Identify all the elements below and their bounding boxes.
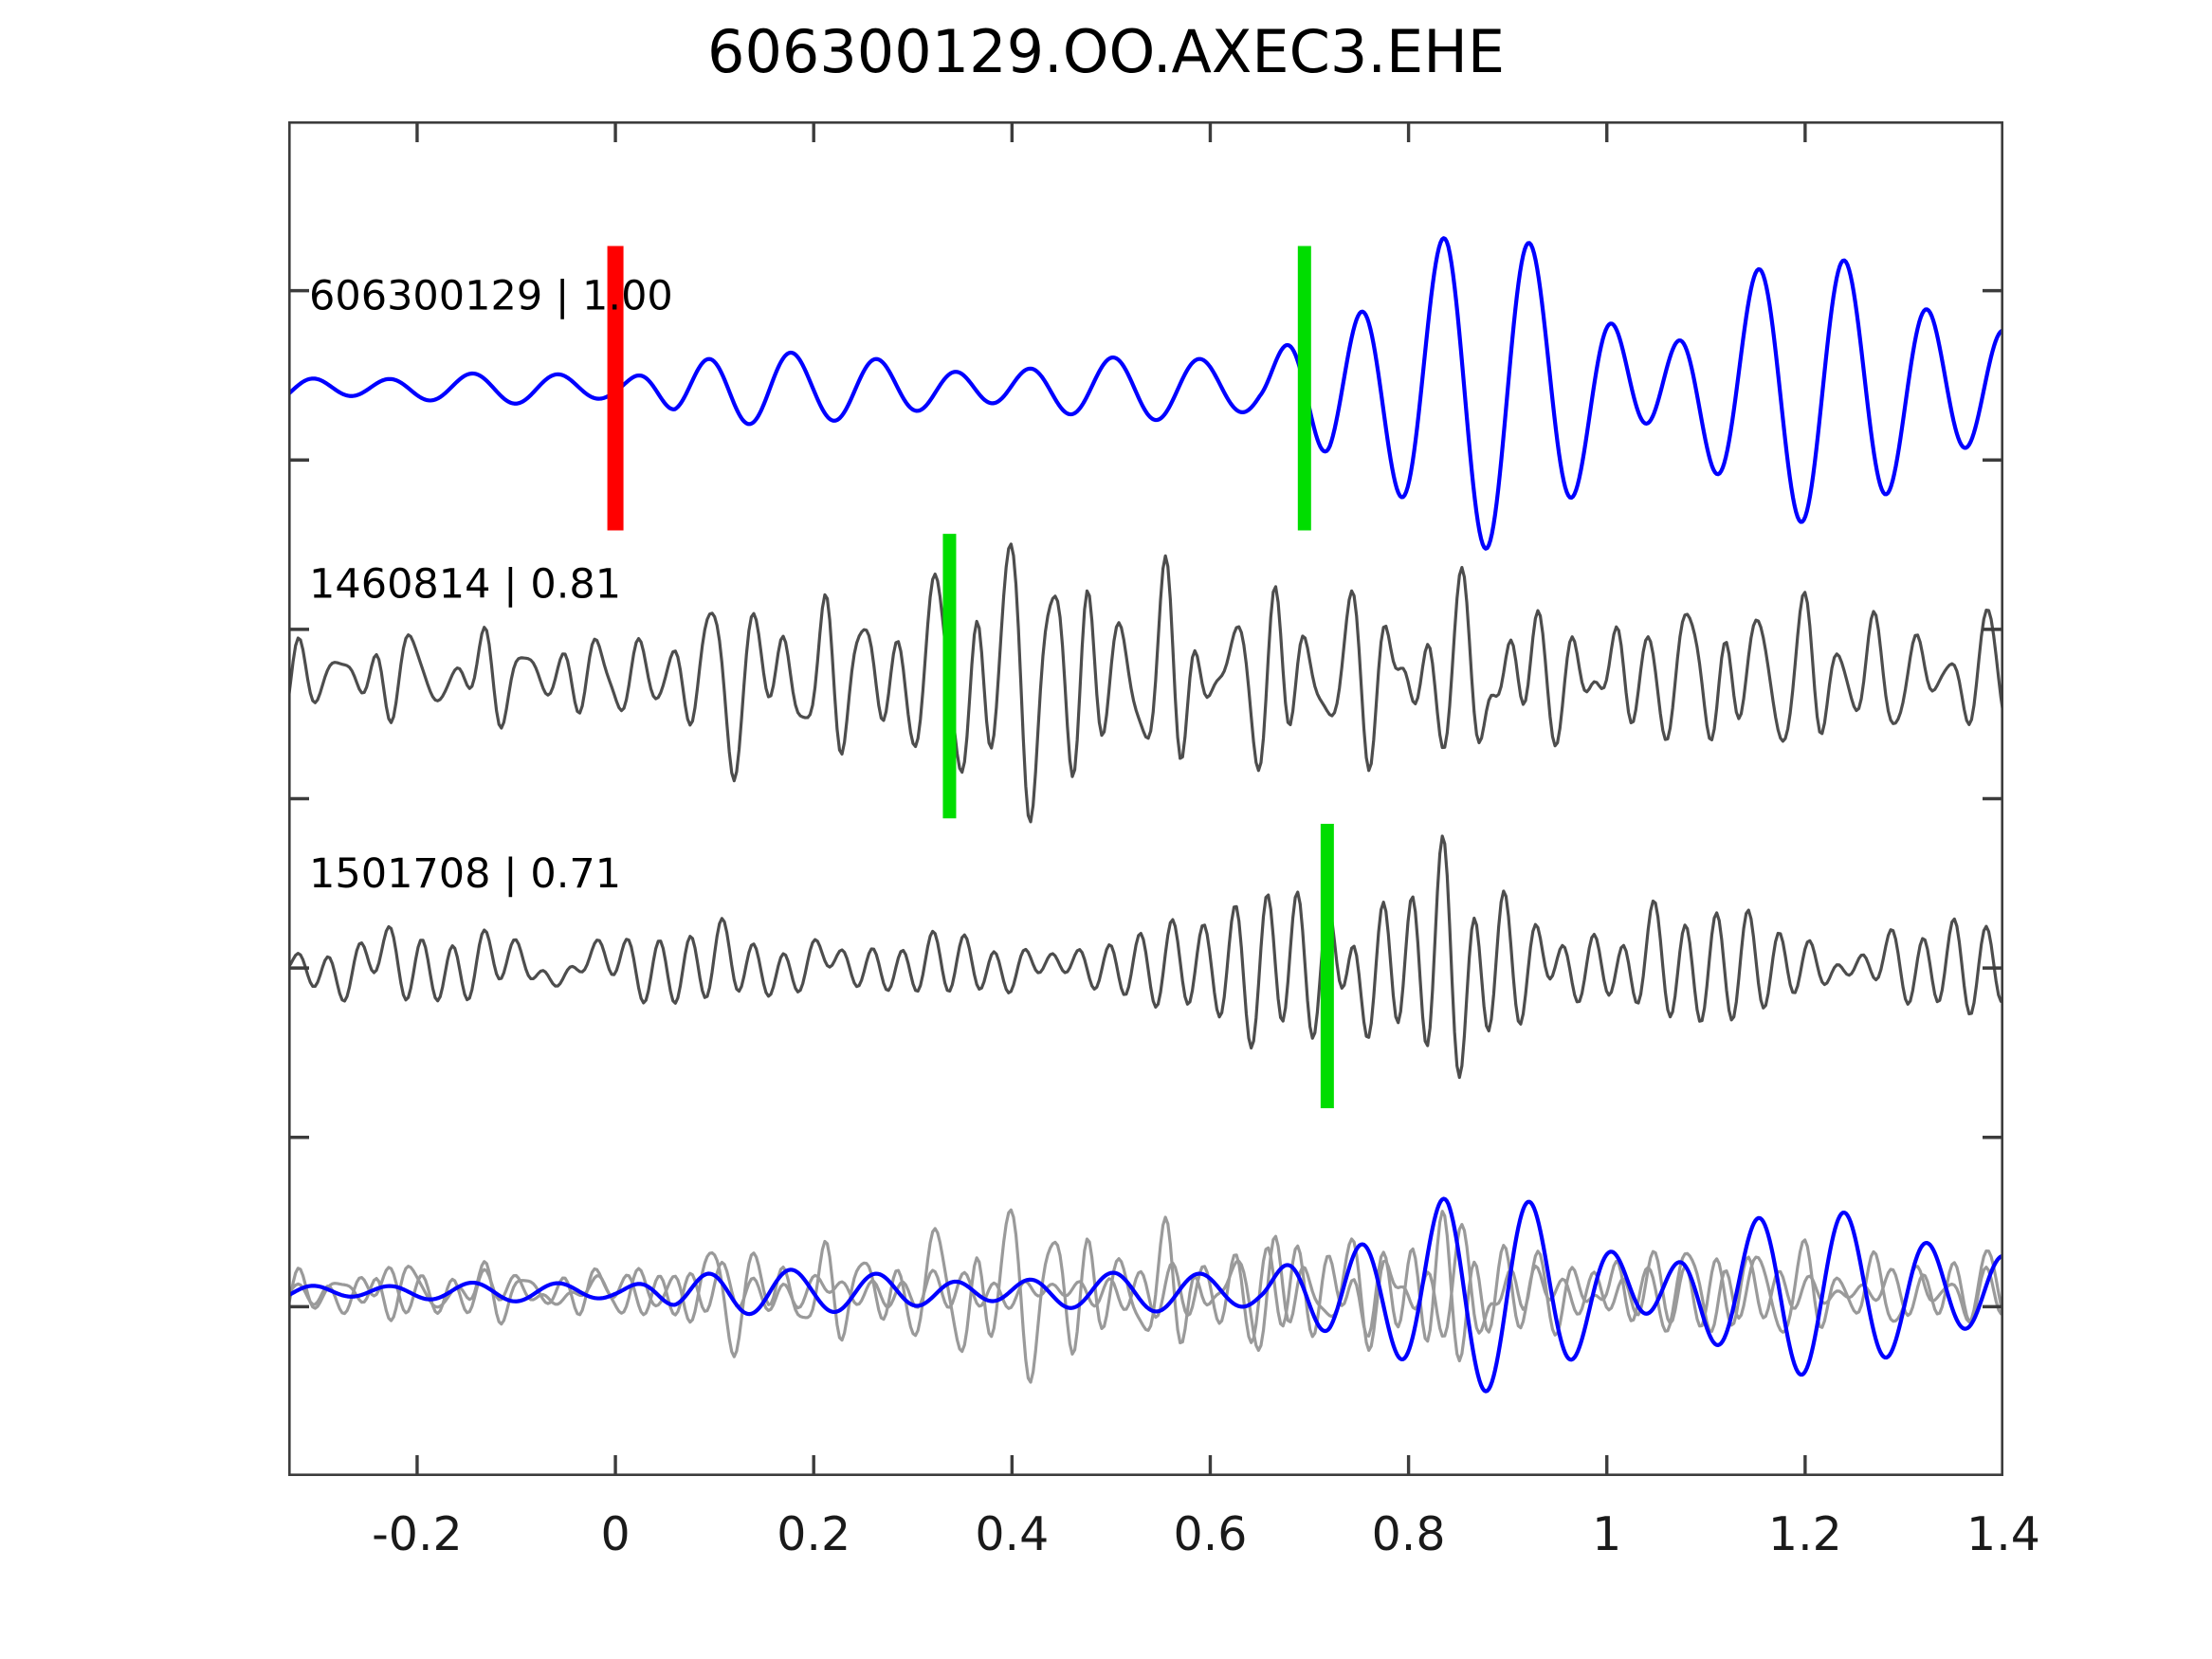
x-tick-label: -0.2 bbox=[372, 1507, 463, 1561]
waveform-trace bbox=[288, 1208, 2003, 1384]
trace-label: 606300129 | 1.00 bbox=[309, 273, 673, 320]
waveform-trace bbox=[288, 1196, 2003, 1394]
waveform-trace bbox=[288, 1210, 2003, 1363]
picks-layer bbox=[607, 246, 1334, 1109]
waveform-trace bbox=[288, 834, 2003, 1080]
waveform-trace bbox=[288, 236, 2003, 551]
axis-ticks-layer bbox=[288, 121, 2003, 1476]
x-tick-label: 1 bbox=[1592, 1507, 1621, 1561]
x-tick-label: 0.8 bbox=[1372, 1507, 1446, 1561]
trace-label: 1501708 | 0.71 bbox=[309, 850, 621, 898]
x-tick-label: 0 bbox=[601, 1507, 631, 1561]
plot-background bbox=[288, 121, 2003, 1476]
axes-frame bbox=[288, 121, 2003, 1476]
x-tick-label: 1.4 bbox=[1966, 1507, 2040, 1561]
page-title: 606300129.OO.AXEC3.EHE bbox=[707, 17, 1505, 86]
plot-area: 606300129 | 1.00 1460814 | 0.81 1501708 | … bbox=[288, 121, 2003, 1476]
trace-label: 1460814 | 0.81 bbox=[309, 560, 621, 608]
traces-layer bbox=[288, 236, 2003, 1394]
waveform-plot: 606300129 | 1.00 1460814 | 0.81 1501708 | … bbox=[288, 121, 2003, 1476]
x-tick-label: 1.2 bbox=[1768, 1507, 1842, 1561]
x-tick-label: 0.6 bbox=[1174, 1507, 1248, 1561]
trace-labels-layer: 606300129 | 1.00 1460814 | 0.81 1501708 | … bbox=[309, 273, 673, 898]
waveform-trace bbox=[288, 542, 2003, 824]
x-tick-label: 0.4 bbox=[975, 1507, 1049, 1561]
x-tick-label: 0.2 bbox=[777, 1507, 850, 1561]
